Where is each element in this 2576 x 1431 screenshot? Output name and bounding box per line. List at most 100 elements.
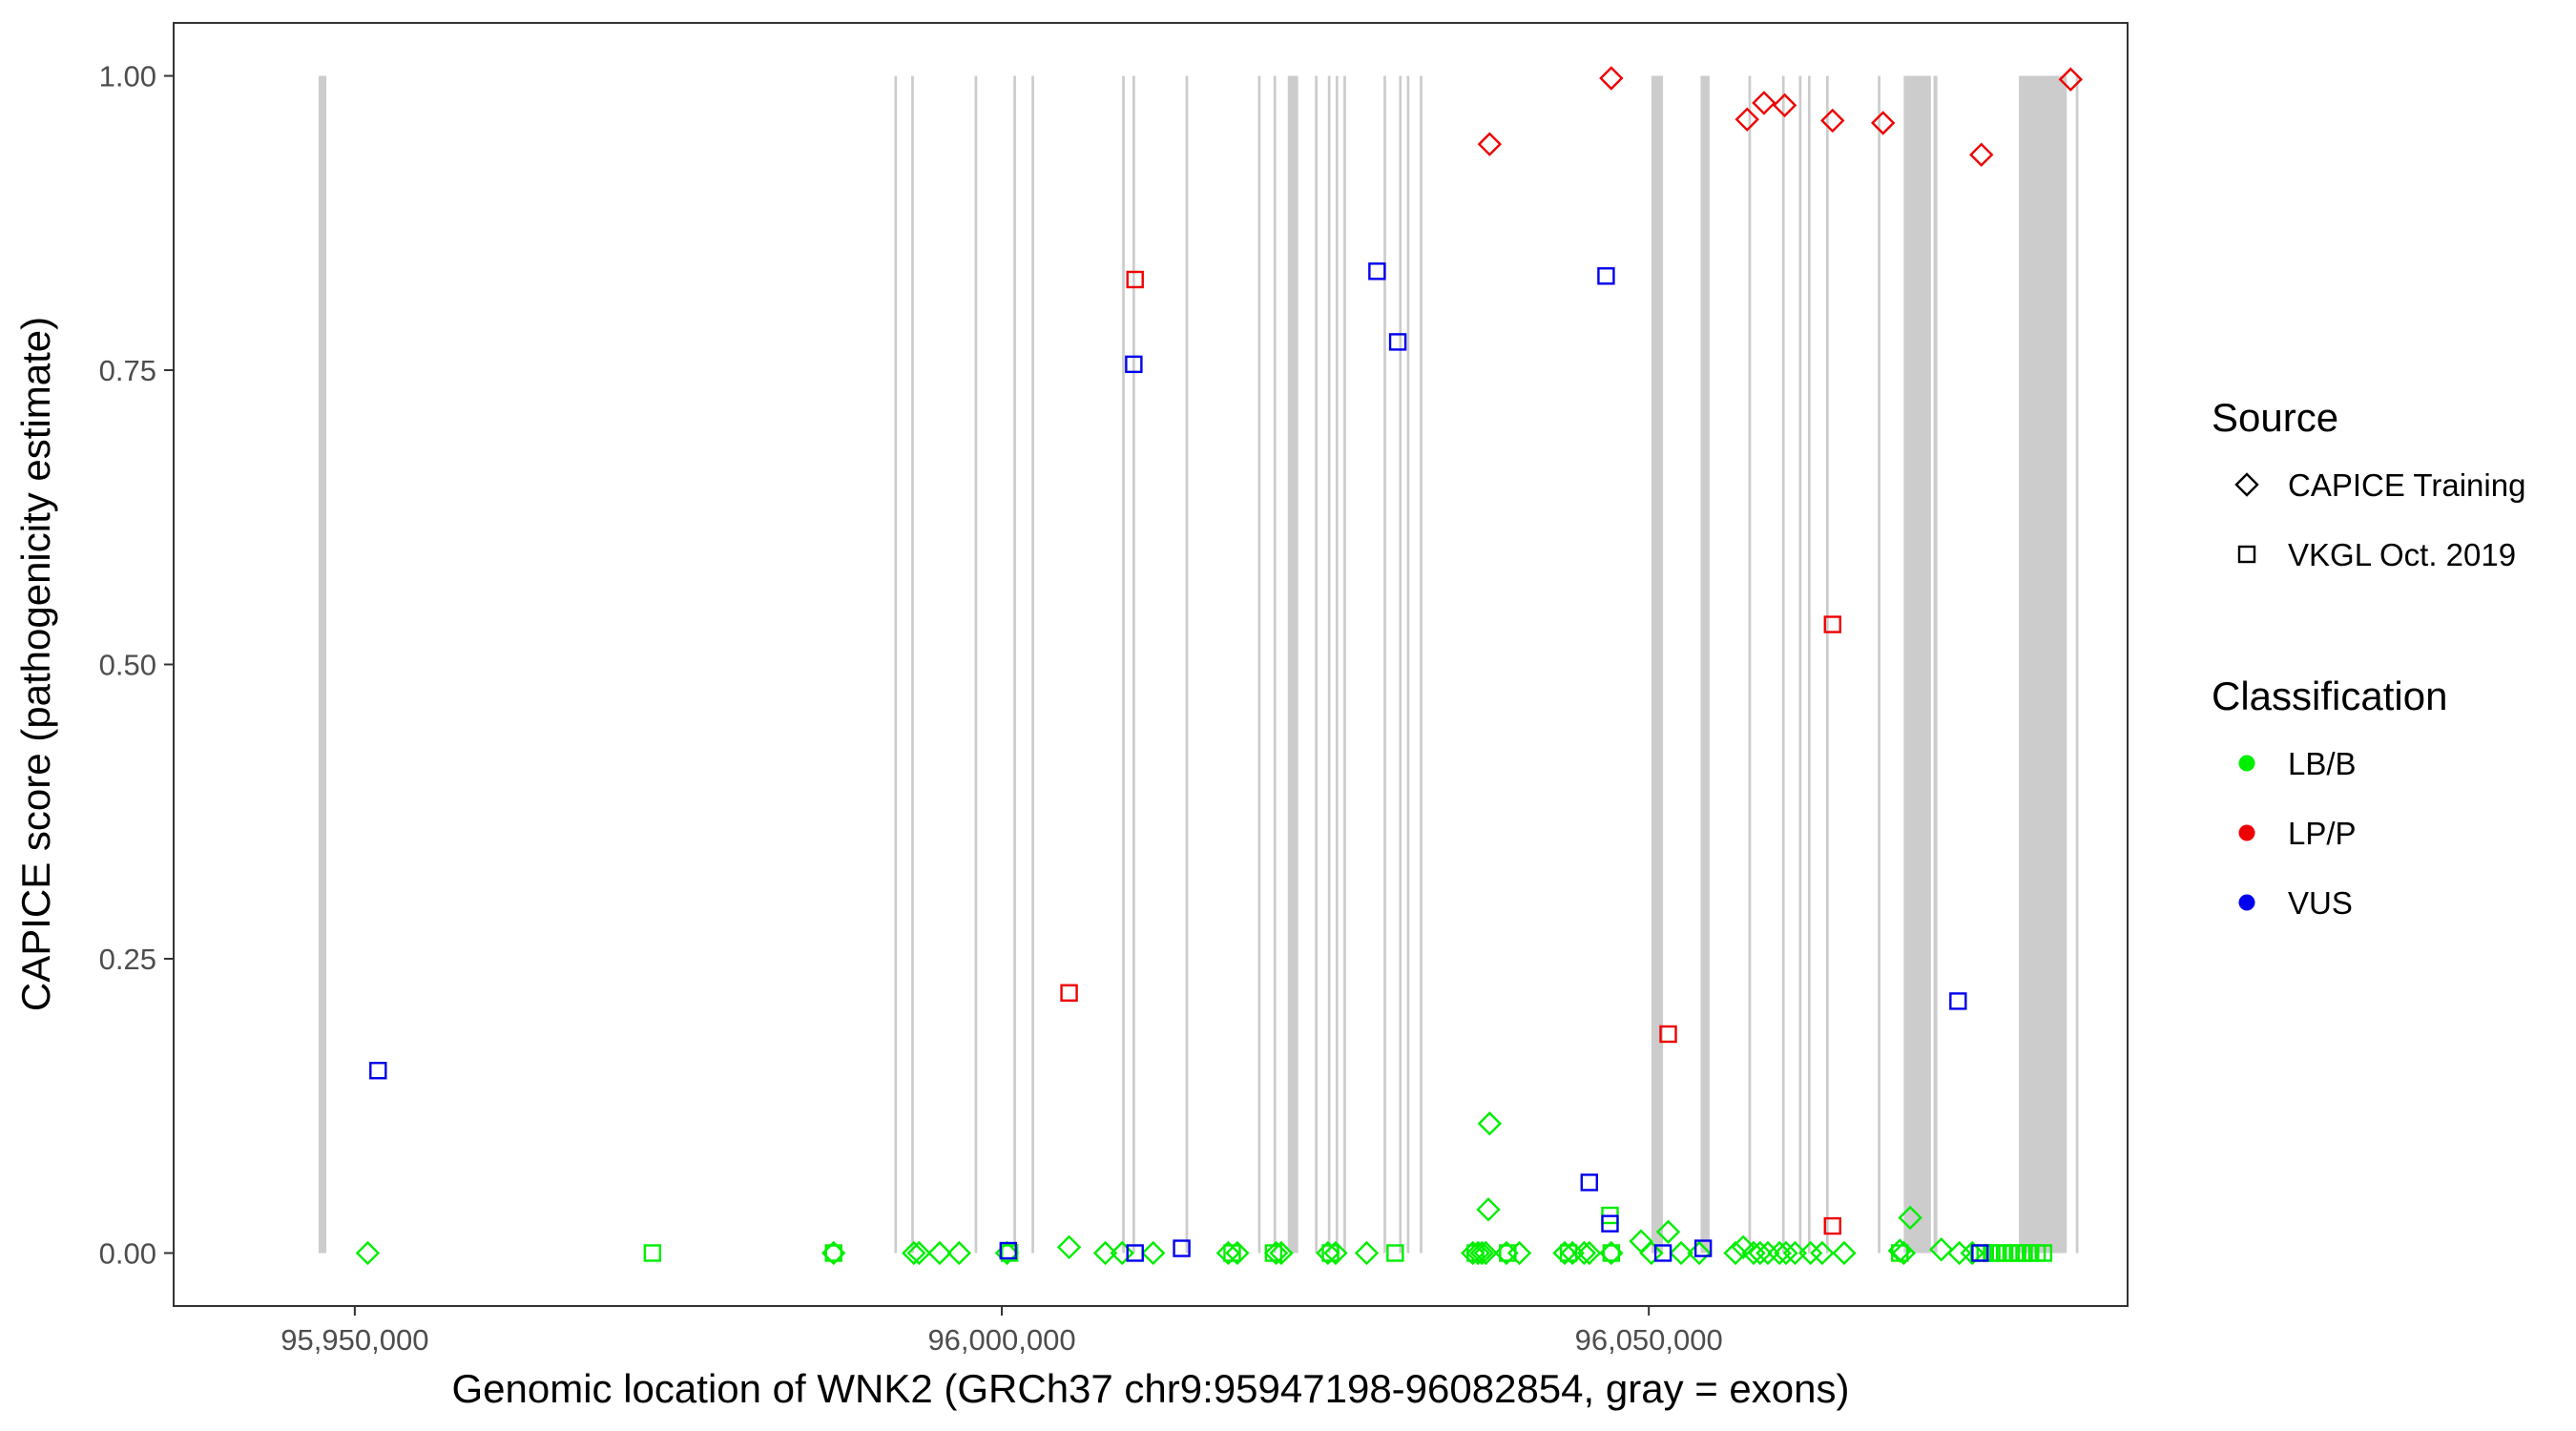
data-point: [1655, 1219, 1681, 1244]
data-point: [643, 1244, 662, 1262]
data-point: [1960, 1240, 1984, 1266]
data-point: [1597, 267, 1615, 285]
exon-band: [894, 75, 898, 1254]
data-point: [1969, 142, 1994, 167]
data-point: [1354, 1240, 1380, 1266]
exon-band: [1335, 75, 1339, 1254]
data-point: [1774, 1240, 1798, 1266]
exon-band: [1031, 75, 1034, 1254]
point-layer: [355, 66, 2084, 1266]
data-point: [1388, 333, 1407, 351]
data-point: [1263, 1240, 1289, 1266]
legend: Source Classification CAPICE Training VKG…: [2212, 395, 2525, 921]
data-point: [1473, 1240, 1498, 1266]
data-point: [1225, 1240, 1250, 1266]
data-point: [1060, 984, 1078, 1002]
y-tick-label: 0.50: [99, 649, 156, 682]
data-point: [1264, 1244, 1283, 1262]
exon-band: [1257, 75, 1261, 1254]
data-point: [1476, 1197, 1501, 1222]
exon-band: [1122, 75, 1125, 1254]
legend-source-title: Source: [2212, 395, 2338, 440]
x-tick-label: 96,000,000: [927, 1323, 1075, 1357]
exon-band: [1903, 75, 1931, 1254]
data-point: [902, 1240, 926, 1266]
data-point: [1891, 1240, 1917, 1266]
data-point: [1820, 108, 1845, 134]
data-point: [1823, 615, 1841, 633]
x-tick-label: 96,050,000: [1575, 1323, 1723, 1357]
data-point: [355, 1240, 381, 1266]
exon-band: [318, 75, 327, 1254]
legend-square-key: [2237, 545, 2256, 564]
data-point: [1755, 1240, 1780, 1266]
data-point: [999, 1241, 1018, 1260]
data-point: [1891, 1244, 1909, 1262]
data-point: [1386, 1244, 1404, 1262]
data-point: [1599, 66, 1624, 91]
legend-class-label: LB/B: [2288, 746, 2357, 781]
data-point: [1466, 1244, 1485, 1262]
exon-band: [1343, 75, 1346, 1254]
data-point: [1870, 111, 1896, 135]
data-point: [2034, 1244, 2053, 1262]
exon-band: [1825, 75, 1829, 1254]
exon-band: [1933, 75, 1938, 1254]
data-point: [1552, 1240, 1577, 1266]
data-point: [1506, 1240, 1532, 1266]
data-point: [1898, 1205, 1922, 1231]
y-axis-title: CAPICE score (pathogenicity estimate): [13, 317, 58, 1011]
data-point: [906, 1240, 931, 1266]
data-point: [1499, 1244, 1517, 1262]
legend-class-title: Classification: [2212, 674, 2447, 718]
legend-color-key: [2238, 824, 2255, 841]
data-point: [1126, 270, 1144, 289]
exon-band: [1273, 75, 1277, 1254]
exon-band: [974, 75, 978, 1254]
data-point: [1321, 1244, 1340, 1262]
data-point: [1971, 1244, 1989, 1262]
exon-band: [2075, 75, 2079, 1254]
data-point: [1693, 1239, 1713, 1257]
y-tick-label: 0.25: [99, 943, 156, 976]
y-tick-label: 1.00: [99, 60, 156, 93]
data-point: [1560, 1240, 1585, 1266]
data-point: [946, 1240, 971, 1266]
data-point: [927, 1240, 952, 1266]
exon-band: [1287, 75, 1298, 1254]
data-point: [1125, 355, 1143, 374]
exon-band: [2019, 75, 2067, 1254]
exon-band: [1878, 75, 1880, 1254]
data-point: [1577, 1240, 1602, 1266]
x-axis-title: Genomic location of WNK2 (GRCh37 chr9:95…: [452, 1366, 1850, 1411]
data-point: [1316, 1240, 1340, 1266]
data-point: [1949, 992, 1967, 1010]
data-point: [1669, 1240, 1693, 1266]
data-point: [1000, 1244, 1019, 1262]
data-point: [1469, 1240, 1494, 1266]
exon-band: [1327, 75, 1331, 1254]
legend-color-key: [2238, 755, 2255, 772]
data-point: [1687, 1240, 1712, 1266]
exon-band: [1315, 75, 1318, 1254]
data-point: [1731, 1234, 1755, 1259]
legend-class-label: LP/P: [2288, 816, 2357, 851]
x-tick-label: 95,950,000: [280, 1323, 428, 1357]
data-point: [1653, 1244, 1672, 1262]
data-point: [1173, 1239, 1191, 1257]
data-point: [1752, 91, 1776, 115]
data-point: [1580, 1173, 1598, 1192]
legend-diamond-key: [2234, 472, 2259, 497]
exon-band: [1807, 75, 1811, 1254]
data-point: [1215, 1240, 1241, 1266]
data-point: [1823, 1216, 1841, 1235]
data-point: [824, 1244, 842, 1262]
legend-source-label: VKGL Oct. 2019: [2288, 537, 2516, 572]
exon-band: [1132, 75, 1135, 1254]
data-point: [1723, 1240, 1748, 1266]
y-tick-label: 0.75: [99, 354, 156, 387]
data-point: [1056, 1234, 1082, 1259]
data-point: [1269, 1240, 1294, 1266]
data-point: [1323, 1240, 1348, 1266]
